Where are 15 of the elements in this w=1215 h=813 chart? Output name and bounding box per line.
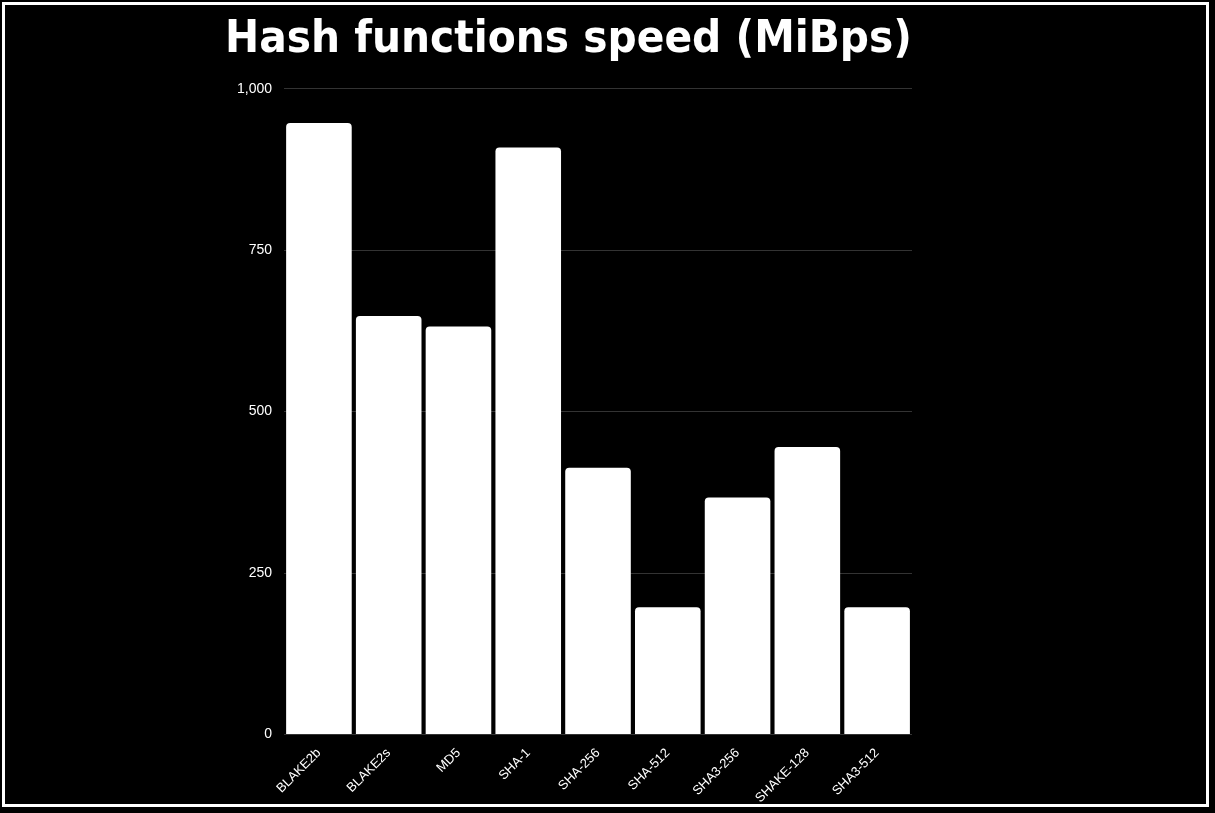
bar	[495, 147, 562, 734]
y-tick-label: 750	[248, 241, 273, 258]
bar	[355, 316, 422, 734]
y-tick-label: 0	[264, 725, 273, 742]
bar	[844, 607, 910, 734]
y-tick-label: 1,000	[236, 79, 273, 96]
bar	[635, 607, 701, 734]
bar	[704, 497, 771, 734]
y-tick-label: 250	[248, 563, 273, 580]
bar	[565, 467, 631, 734]
bar	[286, 123, 352, 734]
bar	[774, 447, 841, 734]
y-tick-label: 500	[248, 402, 273, 419]
bar	[425, 326, 492, 734]
chart-title: Hash functions speed (MiBps)	[225, 11, 912, 63]
